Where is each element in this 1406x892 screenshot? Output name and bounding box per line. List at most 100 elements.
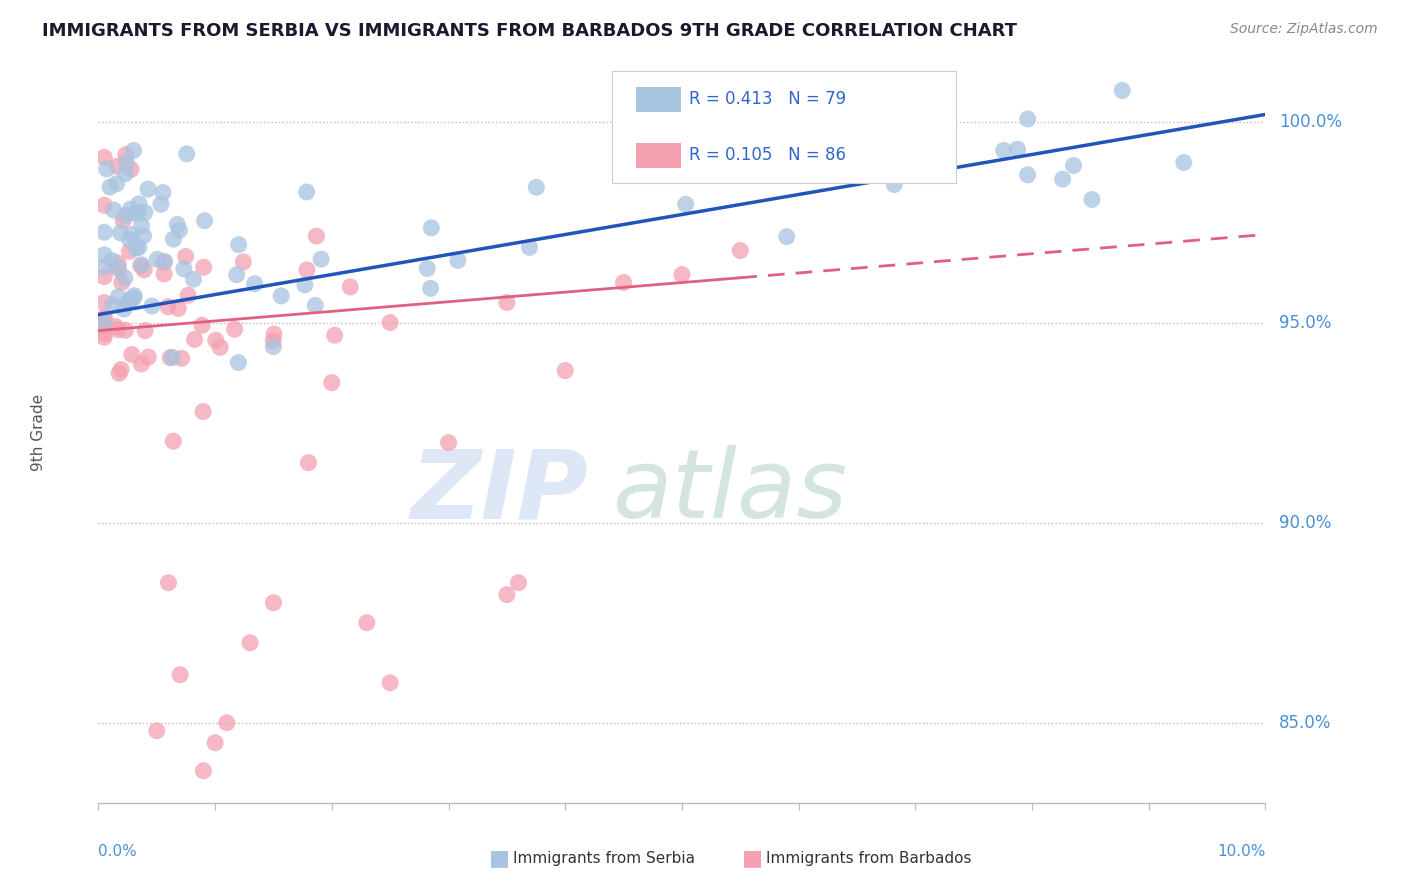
- Point: [93, 248, 115, 262]
- Point: [131, 219, 153, 233]
- Point: [883, 178, 905, 192]
- Point: [141, 299, 163, 313]
- Point: [204, 333, 226, 347]
- Point: [305, 229, 328, 244]
- Point: [169, 223, 191, 237]
- Point: [1081, 193, 1104, 207]
- Point: [149, 197, 172, 211]
- Point: [93, 260, 115, 274]
- Point: [115, 147, 138, 161]
- Point: [134, 205, 156, 219]
- Point: [156, 300, 179, 314]
- Point: [93, 326, 115, 341]
- Point: [93, 312, 115, 326]
- Point: [437, 435, 460, 450]
- Point: [215, 715, 238, 730]
- Point: [193, 764, 215, 778]
- Point: [224, 322, 246, 336]
- Point: [166, 217, 188, 231]
- Point: [191, 404, 214, 418]
- Point: [131, 258, 153, 272]
- Point: [93, 269, 115, 284]
- Point: [183, 272, 205, 286]
- Point: [118, 233, 141, 247]
- Point: [112, 302, 135, 317]
- Text: ■: ■: [742, 848, 762, 868]
- Point: [104, 319, 127, 334]
- Point: [183, 333, 205, 347]
- Point: [162, 232, 184, 246]
- Point: [262, 340, 284, 354]
- Point: [297, 456, 319, 470]
- Point: [108, 262, 131, 277]
- Text: Immigrants from Serbia: Immigrants from Serbia: [513, 851, 695, 865]
- Point: [124, 288, 146, 302]
- Point: [1007, 142, 1029, 156]
- Point: [120, 162, 142, 177]
- Point: [167, 301, 190, 316]
- Point: [170, 351, 193, 366]
- Point: [524, 180, 547, 194]
- Point: [162, 434, 184, 449]
- Point: [115, 155, 138, 169]
- Text: Immigrants from Barbados: Immigrants from Barbados: [766, 851, 972, 865]
- Point: [93, 316, 115, 330]
- Point: [111, 276, 134, 290]
- Point: [107, 159, 129, 173]
- Point: [323, 328, 346, 343]
- Point: [194, 213, 217, 227]
- Point: [1052, 172, 1074, 186]
- Point: [204, 736, 226, 750]
- Point: [671, 268, 693, 282]
- Point: [613, 276, 636, 290]
- Point: [121, 347, 143, 361]
- Point: [162, 351, 184, 365]
- Point: [128, 196, 150, 211]
- Point: [239, 636, 262, 650]
- Point: [225, 268, 247, 282]
- Point: [134, 324, 156, 338]
- Point: [380, 316, 402, 330]
- Point: [136, 182, 159, 196]
- Point: [263, 326, 285, 341]
- Point: [105, 260, 128, 274]
- Point: [191, 318, 214, 333]
- Point: [934, 130, 956, 145]
- Point: [173, 261, 195, 276]
- Point: [136, 350, 159, 364]
- Point: [122, 291, 145, 305]
- Text: 0.0%: 0.0%: [98, 844, 138, 858]
- Text: R = 0.413   N = 79: R = 0.413 N = 79: [689, 90, 846, 108]
- Point: [93, 330, 115, 344]
- Point: [169, 667, 191, 681]
- Point: [294, 277, 316, 292]
- Point: [993, 144, 1015, 158]
- Point: [129, 259, 152, 273]
- Point: [263, 596, 285, 610]
- Point: [776, 229, 799, 244]
- Point: [101, 253, 124, 268]
- Point: [93, 318, 115, 333]
- Point: [118, 293, 141, 308]
- Point: [262, 334, 284, 348]
- Point: [209, 340, 232, 354]
- Point: [153, 254, 176, 268]
- Point: [118, 244, 141, 259]
- Text: ■: ■: [489, 848, 509, 868]
- Point: [157, 575, 180, 590]
- Text: Source: ZipAtlas.com: Source: ZipAtlas.com: [1230, 22, 1378, 37]
- Point: [309, 252, 332, 267]
- Text: 10.0%: 10.0%: [1218, 844, 1265, 858]
- Point: [270, 289, 292, 303]
- Point: [356, 615, 378, 630]
- Text: 95.0%: 95.0%: [1279, 314, 1331, 332]
- Text: 85.0%: 85.0%: [1279, 714, 1331, 731]
- Point: [496, 295, 519, 310]
- Point: [339, 280, 361, 294]
- Point: [554, 363, 576, 377]
- Point: [1173, 155, 1195, 169]
- Point: [176, 146, 198, 161]
- Point: [93, 150, 115, 164]
- Point: [675, 197, 697, 211]
- Text: atlas: atlas: [612, 445, 846, 539]
